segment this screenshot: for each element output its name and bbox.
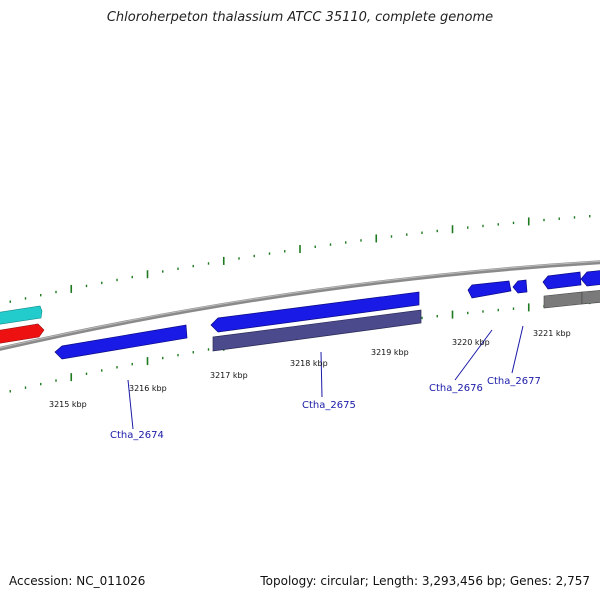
gene-right-gray-2[interactable] — [581, 290, 600, 305]
gene-ctha-2675[interactable] — [210, 291, 420, 333]
genome-title: Chloroherpeton thalassium ATCC 35110, co… — [106, 10, 494, 25]
genome-backbone-highlight — [0, 260, 600, 349]
scale-label-3219: 3219 kbp — [371, 348, 409, 357]
gene-ctha-2675-cds[interactable] — [212, 309, 422, 352]
gene-right-gray-1[interactable] — [543, 291, 583, 309]
gene-label-ctha-2674[interactable]: Ctha_2674 — [110, 430, 164, 441]
genome-backbone — [0, 260, 600, 351]
accession-label: Accession: NC_011026 — [9, 574, 146, 588]
gene-label-ctha-2675[interactable]: Ctha_2675 — [302, 400, 356, 411]
scale-label-3218: 3218 kbp — [290, 359, 328, 368]
scale-ticks — [9, 214, 591, 393]
gene-label-ctha-2677[interactable]: Ctha_2677 — [487, 376, 541, 387]
gene-ctha-2674[interactable] — [54, 324, 188, 360]
gene-right-1[interactable] — [542, 271, 582, 290]
gene-ctha-2676[interactable] — [467, 280, 512, 299]
gene-cyan[interactable] — [0, 305, 43, 325]
scale-label-3215: 3215 kbp — [49, 400, 87, 409]
gene-right-2[interactable] — [580, 270, 600, 287]
scale-label-3220: 3220 kbp — [452, 338, 490, 347]
gene-features — [0, 270, 600, 360]
gene-ctha-2677[interactable] — [512, 279, 528, 294]
genome-summary-label: Topology: circular; Length: 3,293,456 bp… — [260, 574, 590, 588]
label-leader-lines — [127, 325, 524, 430]
scale-label-3217: 3217 kbp — [210, 371, 248, 380]
gene-red[interactable] — [0, 323, 45, 344]
scale-label-3216: 3216 kbp — [129, 384, 167, 393]
scale-label-3221: 3221 kbp — [533, 329, 571, 338]
gene-label-ctha-2676[interactable]: Ctha_2676 — [429, 383, 483, 394]
